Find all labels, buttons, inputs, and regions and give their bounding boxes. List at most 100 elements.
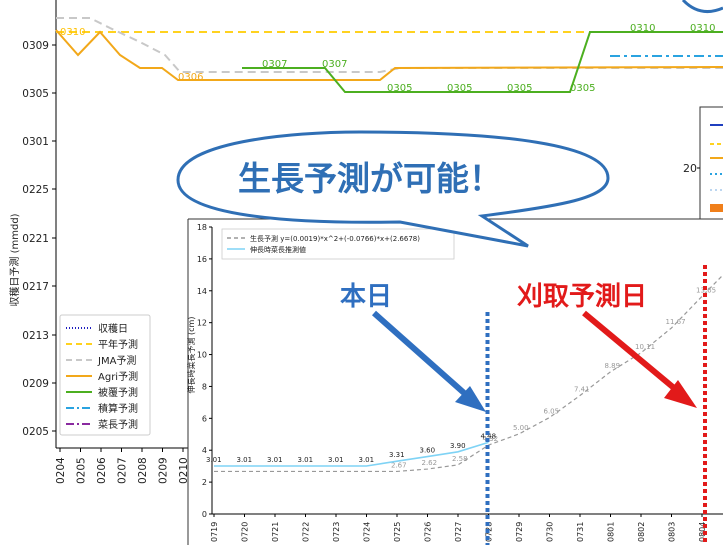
hifuku-line xyxy=(242,31,723,93)
back-x-tick-label: 0204 xyxy=(55,457,67,484)
actual-data-label: 3.01 xyxy=(298,456,314,464)
right-peek-panel: 20 xyxy=(681,0,723,228)
front-x-tick-label: 0722 xyxy=(302,522,311,542)
back-y-tick-label: 0221 xyxy=(22,233,49,245)
hifuku-label: 0310 xyxy=(690,23,715,34)
front-x-tick-label: 0731 xyxy=(576,522,585,542)
back-legend-label: 被覆予測 xyxy=(98,386,138,399)
front-legend-box xyxy=(221,228,455,260)
back-x-ticks: 0204 0205 0206 0207 0208 0209 0210 xyxy=(55,448,190,484)
prediction-data-label: 2.67 xyxy=(391,461,407,469)
actual-data-label: 3.01 xyxy=(359,456,375,464)
prediction-data-label: 8.89 xyxy=(605,362,621,370)
front-x-tick-label: 0730 xyxy=(546,522,555,542)
back-x-tick-label: 0207 xyxy=(117,457,129,484)
callout-text: 生長予測が可能！ xyxy=(238,159,502,198)
right-legend-swatch xyxy=(710,204,723,212)
front-x-tick-label: 0726 xyxy=(424,522,433,542)
actual-line xyxy=(214,441,489,467)
back-x-tick-label: 0206 xyxy=(96,457,108,484)
front-x-tick-label: 0725 xyxy=(393,522,402,542)
today-arrow-head xyxy=(455,386,486,412)
front-x-tick-label: 0801 xyxy=(607,522,616,542)
back-series-lines: 0310 0306 0307 0307 0305 0305 0305 0305 0310 0310 xyxy=(55,17,723,94)
front-legend-label: 生長予測 y=(0.0019)*x^2+(-0.0766)*x+(2.6678) xyxy=(250,234,420,243)
front-x-tick-label: 0724 xyxy=(363,522,372,542)
back-legend-label: 菜長予測 xyxy=(98,418,138,431)
front-series-lines: 2.67 2.62 2.58 4.32 5.00 6.05 7.41 8.89 10.11 11.… xyxy=(206,274,723,473)
prediction-data-label: 13.65 xyxy=(696,286,716,294)
actual-data-label: 3.31 xyxy=(389,451,405,459)
back-y-axis-label: 収穫日予測 (mmdd) xyxy=(8,213,21,306)
harvest-arrow-head xyxy=(664,380,697,408)
front-y-axis-label: 伸長時菜長予測 (cm) xyxy=(186,317,196,394)
back-legend-box xyxy=(59,314,151,436)
hifuku-label: 0305 xyxy=(507,83,532,94)
actual-data-label: 3.01 xyxy=(237,456,253,464)
agri-line xyxy=(55,29,723,81)
heinen-label: 0310 xyxy=(60,27,85,38)
front-x-tick-label: 0729 xyxy=(515,522,524,542)
today-label: 本日 xyxy=(340,282,392,312)
back-y-tick-label: 0209 xyxy=(22,378,49,390)
back-y-tick-label: 0217 xyxy=(22,281,49,293)
front-y-tick-label: 10 xyxy=(197,351,207,360)
back-y-tick-label: 0305 xyxy=(22,88,49,100)
today-arrow-shaft xyxy=(372,310,474,403)
back-y-ticks: 0309 0305 0301 0225 0221 0217 0213 0209 0205 xyxy=(22,40,56,438)
back-legend-label: Agri予測 xyxy=(98,370,138,383)
front-y-tick-label: 4 xyxy=(202,446,207,455)
jma-line xyxy=(56,17,723,73)
prediction-data-label: 4.32 xyxy=(483,435,499,443)
back-y-tick-label: 0225 xyxy=(22,184,49,196)
front-x-tick-label: 0719 xyxy=(210,522,219,542)
front-x-tick-label: 0802 xyxy=(637,522,646,542)
harvest-arrow-shaft xyxy=(582,310,682,396)
back-x-tick-label: 0205 xyxy=(76,457,88,484)
hifuku-label: 0305 xyxy=(447,83,472,94)
back-y-tick-label: 0213 xyxy=(22,330,49,342)
actual-data-label: 3.01 xyxy=(267,456,283,464)
front-x-tick-label: 0727 xyxy=(454,522,463,542)
prediction-data-label: 2.62 xyxy=(422,459,438,467)
front-x-tick-label: 0804 xyxy=(698,522,707,542)
front-y-tick-label: 2 xyxy=(202,478,207,487)
hifuku-label: 0310 xyxy=(630,23,655,34)
actual-data-label: 3.01 xyxy=(328,456,344,464)
back-legend-label: 積算予測 xyxy=(98,402,138,415)
harvest-label: 刈取予測日 xyxy=(517,282,647,312)
back-harvest-date-chart: 収穫日予測 (mmdd) 0309 0305 0301 0225 0221 0217 021… xyxy=(8,0,723,484)
callout-bubble xyxy=(176,130,610,248)
back-x-tick-label: 0208 xyxy=(137,457,149,484)
front-y-tick-label: 0 xyxy=(202,510,207,519)
front-date-markers: 本日 刈取予測日 xyxy=(340,265,707,545)
front-y-tick-label: 6 xyxy=(202,414,207,423)
back-x-tick-label: 0209 xyxy=(158,457,170,484)
back-y-tick-label: 0205 xyxy=(22,426,49,438)
front-x-tick-label: 0720 xyxy=(241,522,250,542)
back-legend-label: JMA予測 xyxy=(97,354,136,367)
front-x-tick-label: 0803 xyxy=(668,522,677,542)
actual-data-label: 4.48 xyxy=(481,432,497,440)
front-y-tick-label: 12 xyxy=(197,319,207,328)
right-tick-label: 20 xyxy=(683,162,697,175)
prediction-line xyxy=(214,274,723,473)
agri-label: 0306 xyxy=(178,72,203,83)
front-y-tick-label: 18 xyxy=(197,223,207,232)
prediction-data-label: 7.41 xyxy=(574,386,590,394)
back-legend-label: 収穫日 xyxy=(98,323,128,335)
front-x-tick-label: 0723 xyxy=(332,522,341,542)
growth-prediction-callout: 生長予測が可能！ xyxy=(176,130,610,248)
growth-prediction-chart: 伸長時菜長予測 (cm) 0 2 4 6 8 10 12 14 16 18 0719 0720 072… xyxy=(186,218,723,545)
hifuku-label: 0307 xyxy=(322,59,347,70)
prediction-data-label: 5.00 xyxy=(513,424,529,432)
prediction-data-label: 10.11 xyxy=(635,343,655,351)
back-legend-label: 平年予測 xyxy=(98,338,138,351)
prediction-data-label: 11.67 xyxy=(666,318,686,326)
front-legend-label: 伸長時菜長推測値 xyxy=(250,245,306,254)
actual-data-label: 3.60 xyxy=(420,447,436,455)
prediction-data-label: 2.58 xyxy=(452,455,468,463)
actual-data-label: 3.01 xyxy=(206,456,222,464)
front-y-tick-label: 16 xyxy=(197,255,207,264)
